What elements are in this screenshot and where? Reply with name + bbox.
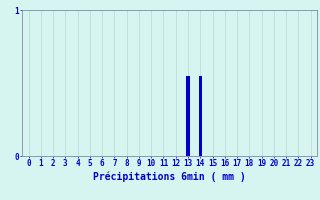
Bar [187,76,189,156]
Bar [199,76,202,156]
X-axis label: Précipitations 6min ( mm ): Précipitations 6min ( mm ) [93,171,246,182]
